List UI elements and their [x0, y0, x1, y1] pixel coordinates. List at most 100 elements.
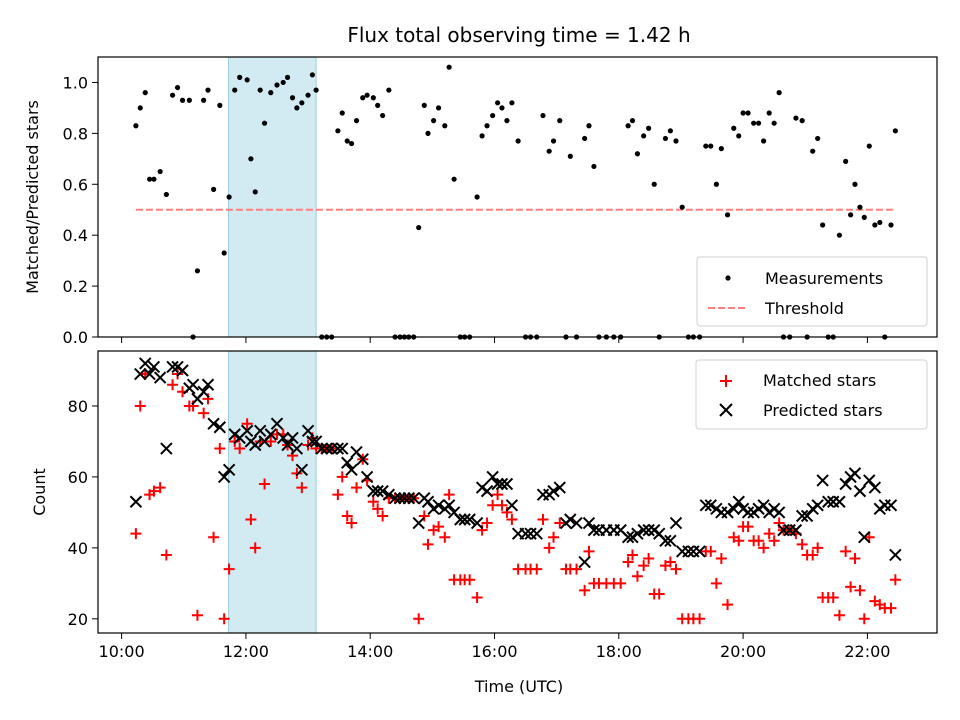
measurement-point	[861, 214, 867, 220]
predicted-star-point	[398, 492, 411, 505]
x-tick-label: 18:00	[596, 642, 642, 661]
predicted-star-point	[578, 555, 591, 569]
measurement-point	[646, 125, 652, 131]
predicted-star-point	[331, 442, 345, 455]
predicted-star-point	[675, 545, 689, 558]
matched-star-point	[664, 556, 676, 568]
predicted-star-point	[715, 506, 728, 519]
predicted-star-point	[486, 470, 499, 484]
matched-star-point	[154, 482, 166, 494]
matched-star-point	[733, 535, 745, 547]
measurement-point	[673, 138, 679, 144]
measurement-point	[335, 128, 341, 134]
matched-star-point	[372, 503, 384, 515]
x-tick-label: 12:00	[223, 642, 269, 661]
measurement-point	[877, 219, 883, 226]
matched-star-point	[296, 482, 308, 494]
predicted-star-point	[286, 431, 299, 445]
matched-star-point	[471, 592, 483, 604]
predicted-star-point	[201, 378, 215, 391]
predicted-star-point	[367, 484, 380, 498]
predicted-star-point	[547, 484, 560, 498]
measurement-point	[474, 194, 480, 200]
x-tick-label: 14:00	[347, 642, 393, 661]
predicted-star-point	[637, 523, 650, 537]
predicted-star-point	[621, 531, 635, 544]
legend-predicted-marker	[719, 403, 733, 417]
ratio-y-ticks: 0.0 0.2 0.4 0.6 0.8 1.0	[63, 73, 98, 347]
predicted-star-point	[727, 502, 740, 516]
predicted-star-point	[833, 495, 846, 508]
count-legend: Matched stars Predicted stars	[695, 359, 928, 430]
predicted-star-point	[458, 513, 471, 526]
matched-star-point	[481, 517, 493, 529]
predicted-star-point	[301, 424, 315, 438]
predicted-star-point	[134, 367, 147, 381]
measurement-point	[205, 87, 211, 93]
measurement-point	[771, 120, 777, 126]
measurement-point	[339, 110, 345, 116]
predicted-star-point	[863, 474, 876, 487]
predicted-star-point	[536, 488, 550, 501]
matched-star-point	[422, 538, 434, 550]
legend-matched-label: Matched stars	[763, 371, 876, 390]
measurement-point	[724, 212, 731, 218]
matched-star-point	[198, 407, 210, 419]
measurement-point	[761, 138, 767, 144]
predicted-star-point	[519, 527, 532, 540]
measurement-point	[745, 110, 751, 116]
predicted-star-point	[495, 477, 509, 491]
measurement-point	[280, 79, 286, 86]
measurement-point	[515, 138, 521, 144]
matched-star-point	[265, 435, 277, 447]
predicted-star-point	[848, 467, 862, 480]
measurement-point	[799, 118, 805, 124]
predicted-star-point	[360, 470, 374, 484]
matched-star-point	[710, 577, 722, 589]
measurement-point	[163, 191, 169, 198]
matched-star-point	[643, 553, 655, 565]
matched-star-point	[367, 496, 379, 508]
predicted-star-point	[186, 378, 200, 391]
count-legend-frame	[695, 359, 928, 430]
matched-star-point	[753, 535, 765, 547]
measurement-point	[703, 143, 709, 149]
matched-star-point	[812, 542, 824, 554]
predicted-star-point	[197, 385, 210, 398]
matched-star-point	[351, 482, 363, 494]
count-panel: 20 40 60 80 10:00 12:00 14:00 16:00 18:00 20:00 2…	[30, 350, 938, 696]
predicted-star-point	[816, 474, 829, 487]
measurement-point	[731, 125, 737, 131]
measurement-point	[237, 74, 243, 80]
predicted-star-point	[341, 456, 354, 469]
measurement-point	[435, 105, 442, 111]
predicted-star-point	[741, 506, 755, 519]
predicted-star-point	[868, 481, 882, 494]
measurement-point	[766, 110, 772, 116]
measurement-point	[201, 97, 207, 103]
matched-star-point	[554, 517, 566, 529]
measurement-point	[248, 156, 254, 162]
predicted-star-point	[421, 495, 435, 508]
predicted-star-point	[853, 484, 867, 498]
predicted-star-point	[839, 477, 852, 491]
matched-star-point	[476, 524, 488, 536]
predicted-star-point	[407, 492, 420, 505]
predicted-star-point	[290, 442, 304, 455]
predicted-star-point	[664, 534, 677, 547]
matched-star-point	[583, 545, 595, 557]
measurement-point	[872, 222, 878, 228]
predicted-star-point	[642, 523, 655, 537]
measurement-point	[667, 128, 673, 134]
measurement-point	[892, 128, 898, 134]
ratio-legend-frame	[696, 256, 928, 327]
measurement-point	[344, 138, 350, 144]
matched-star-point	[208, 531, 220, 543]
ratio-panel-frame	[97, 56, 938, 338]
matched-star-point	[229, 435, 241, 447]
measurement-point	[360, 95, 366, 101]
legend-measurements-marker	[725, 275, 731, 281]
predicted-star-point	[822, 495, 835, 508]
measurement-point	[174, 84, 181, 91]
predicted-star-point	[213, 421, 227, 434]
